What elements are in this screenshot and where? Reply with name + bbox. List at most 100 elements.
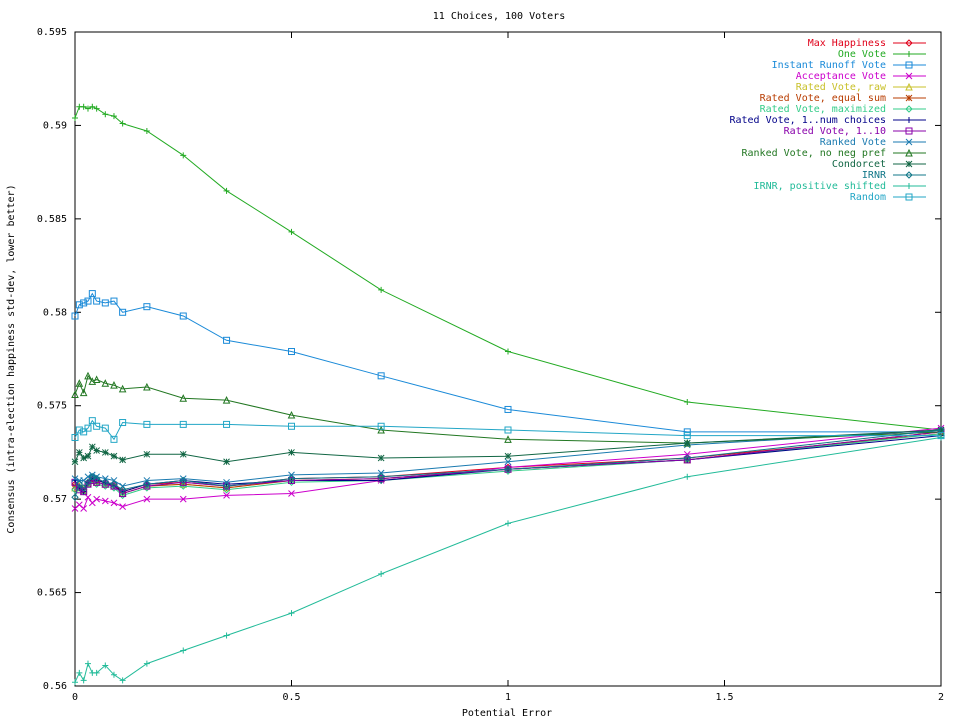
data-point (101, 379, 110, 387)
legend-label: Condorcet (832, 159, 886, 170)
data-point (93, 422, 101, 430)
data-point (179, 450, 187, 458)
data-point (84, 371, 92, 380)
data-point (288, 449, 295, 456)
y-tick-label: 0.59 (43, 120, 67, 131)
data-point (84, 473, 92, 481)
data-point (110, 297, 118, 305)
data-point (110, 113, 117, 120)
data-point (92, 375, 101, 384)
data-point (143, 480, 151, 488)
data-point (143, 420, 151, 428)
data-point (101, 475, 109, 482)
data-point (84, 297, 92, 305)
legend-item: Ranked Vote, no neg pref (742, 148, 926, 159)
legend-item: IRNR, positive shifted (754, 181, 926, 192)
data-point (93, 473, 101, 481)
data-point (110, 435, 118, 443)
data-point (71, 312, 79, 320)
data-point (84, 493, 92, 501)
data-point (110, 381, 118, 389)
data-point (110, 480, 118, 488)
legend-label: Rated Vote, equal sum (760, 93, 886, 104)
data-point (72, 114, 78, 121)
data-point (377, 475, 385, 483)
data-point (378, 570, 385, 577)
data-point (93, 447, 101, 454)
data-point (180, 152, 187, 159)
data-point (684, 398, 691, 405)
data-point (288, 490, 295, 497)
data-point (79, 484, 88, 492)
data-point (287, 478, 296, 487)
data-point (179, 420, 187, 428)
legend-marker (905, 193, 913, 201)
legend-label: Random (850, 192, 886, 203)
data-point (75, 301, 83, 309)
legend-label: One Vote (838, 49, 886, 60)
legend-marker (905, 148, 913, 157)
legend-marker (906, 51, 912, 57)
legend-label: Instant Runoff Vote (772, 60, 886, 71)
y-axis-label: Consensus (intra-election happiness std-… (6, 184, 17, 533)
data-point (101, 424, 109, 432)
data-point (101, 299, 109, 307)
legend-item: Rated Vote, equal sum (760, 93, 926, 104)
y-tick-label: 0.58 (43, 307, 67, 318)
legend-marker (905, 82, 913, 91)
data-point (179, 480, 187, 488)
legend-marker (905, 105, 913, 113)
data-point (75, 379, 84, 387)
data-point (119, 503, 126, 510)
data-point (222, 482, 231, 490)
data-point (937, 432, 945, 440)
legend-label: Rated Vote, raw (796, 82, 887, 93)
x-axis: 0 0.5 1 1.5 2 (72, 32, 944, 703)
series-line (74, 292, 941, 433)
data-point (504, 452, 512, 460)
data-point (84, 480, 92, 488)
chart-title: 11 Choices, 100 Voters (433, 11, 565, 22)
data-point (101, 449, 109, 456)
data-point (377, 454, 385, 462)
legend-marker (905, 39, 913, 47)
data-point (119, 456, 126, 464)
legend-item: Ranked Vote (820, 137, 926, 148)
data-point (75, 426, 83, 434)
data-point (683, 439, 691, 447)
data-point (505, 348, 511, 355)
data-point (288, 422, 295, 430)
data-point (377, 422, 385, 430)
data-point (288, 610, 295, 617)
legend-marker (905, 94, 913, 102)
data-point (93, 105, 100, 112)
data-point (179, 312, 187, 320)
x-tick-label: 0 (72, 692, 78, 703)
data-point (84, 660, 91, 667)
data-point (223, 187, 230, 194)
data-point (143, 303, 151, 311)
data-point (110, 499, 118, 507)
y-tick-label: 0.565 (37, 588, 67, 599)
x-axis-label: Potential Error (462, 708, 552, 719)
data-point (287, 410, 296, 419)
series (71, 290, 945, 436)
data-point (377, 372, 385, 380)
data-point (683, 428, 691, 436)
y-tick-label: 0.585 (37, 214, 67, 225)
data-point (118, 491, 127, 500)
data-point (88, 290, 96, 298)
data-point (288, 228, 295, 235)
data-point (89, 103, 96, 110)
data-point (504, 465, 512, 473)
data-point (505, 520, 511, 527)
data-point (143, 482, 151, 490)
data-point (683, 432, 691, 440)
data-point (119, 419, 127, 427)
data-point (110, 452, 118, 460)
legend-marker (905, 160, 913, 168)
x-tick-label: 1.5 (715, 692, 733, 703)
data-point (93, 478, 101, 486)
data-point (80, 488, 88, 496)
legend-label: IRNR, positive shifted (754, 181, 886, 192)
